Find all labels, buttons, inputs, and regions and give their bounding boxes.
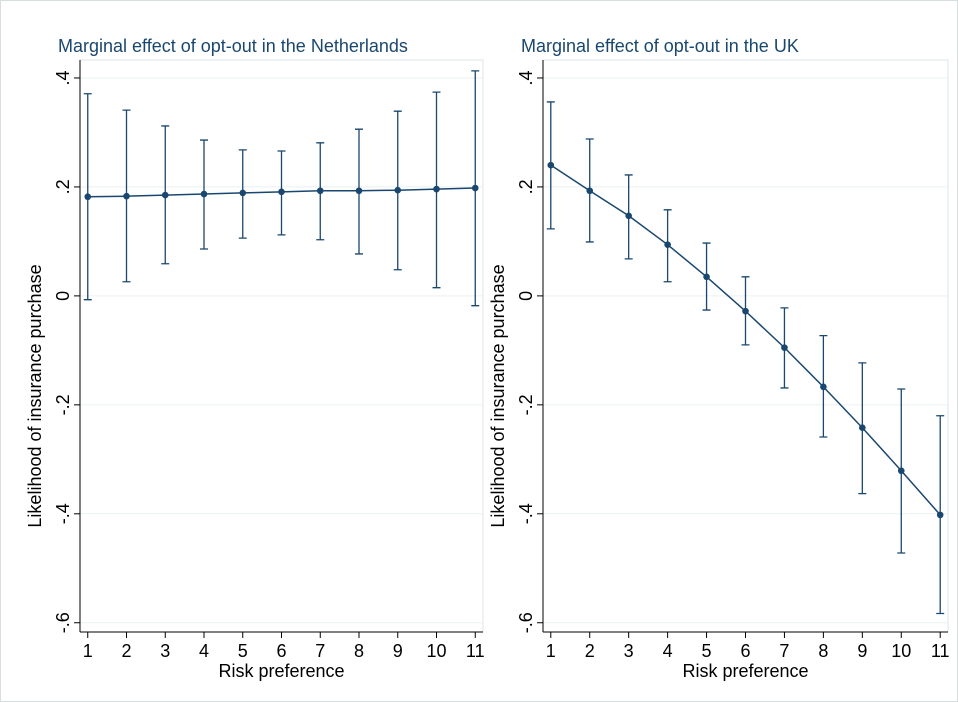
y-axis-label: Likelihood of insurance purchase (488, 264, 508, 527)
point (703, 273, 710, 281)
y-tick-label: .2 (516, 179, 536, 194)
y-tick-label: 0 (53, 291, 73, 301)
x-tick-label: 3 (624, 641, 634, 661)
x-tick-label: 3 (160, 641, 170, 661)
point (897, 467, 905, 475)
x-tick-label: 11 (931, 641, 950, 661)
x-tick-label: 9 (393, 641, 403, 661)
point (547, 161, 555, 169)
point (239, 189, 247, 197)
y-tick-label: .4 (53, 70, 73, 85)
y-tick-label: -.6 (516, 612, 536, 633)
point (781, 344, 788, 351)
point (200, 190, 208, 198)
x-tick-label: 4 (663, 641, 673, 661)
point (278, 188, 285, 196)
x-tick-label: 8 (354, 641, 364, 661)
chart-title: Marginal effect of opt-out in the Nether… (58, 36, 408, 56)
x-tick-label: 5 (702, 641, 712, 661)
point (625, 212, 632, 220)
x-tick-label: 9 (857, 641, 867, 661)
plot-area (79, 59, 484, 633)
point (161, 191, 169, 199)
point (471, 184, 479, 192)
x-tick-label: 1 (83, 641, 93, 661)
y-tick-label: .2 (53, 179, 73, 194)
x-tick-label: 2 (121, 641, 131, 661)
x-tick-label: 6 (740, 641, 750, 661)
x-tick-label: 4 (199, 641, 209, 661)
x-axis-label: Risk preference (682, 661, 808, 681)
y-tick-label: 0 (516, 291, 536, 301)
x-tick-label: 6 (276, 641, 286, 661)
point (84, 193, 92, 201)
x-tick-label: 7 (779, 641, 789, 661)
point (316, 187, 324, 195)
x-tick-label: 5 (238, 641, 248, 661)
point (586, 187, 594, 195)
x-tick-label: 8 (818, 641, 828, 661)
x-tick-label: 1 (546, 641, 556, 661)
y-axis-label: Likelihood of insurance purchase (25, 264, 45, 527)
y-tick-label: -.2 (53, 394, 73, 415)
x-axis-label: Risk preference (218, 661, 344, 681)
point (820, 383, 827, 391)
point (123, 192, 130, 200)
chart-title: Marginal effect of opt-out in the UK (521, 36, 799, 56)
point (859, 424, 866, 432)
point (394, 186, 402, 194)
x-tick-label: 10 (891, 641, 911, 661)
y-tick-label: -.2 (516, 394, 536, 415)
point (433, 185, 440, 193)
point (664, 241, 671, 248)
point (355, 187, 363, 195)
point (936, 511, 944, 519)
y-tick-label: -.6 (53, 612, 73, 633)
point (742, 307, 749, 315)
plot-area (542, 59, 949, 633)
y-tick-label: -.4 (516, 503, 536, 524)
x-tick-label: 11 (466, 641, 485, 661)
y-tick-label: -.4 (53, 503, 73, 524)
x-tick-label: 10 (426, 641, 446, 661)
x-tick-label: 7 (315, 641, 325, 661)
y-tick-label: .4 (516, 70, 536, 85)
x-tick-label: 2 (585, 641, 595, 661)
